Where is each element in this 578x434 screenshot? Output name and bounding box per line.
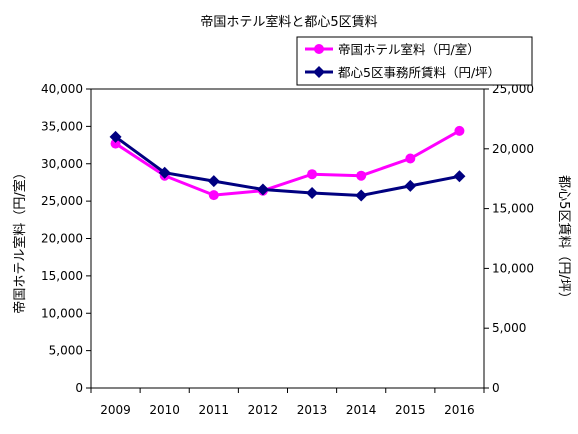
left-tick-label: 25,000 bbox=[41, 194, 83, 208]
right-tick-label: 5,000 bbox=[492, 321, 526, 335]
legend-marker bbox=[313, 66, 325, 78]
legend-box bbox=[296, 36, 533, 86]
left-tick-label: 20,000 bbox=[41, 232, 83, 246]
x-tick-label: 2015 bbox=[395, 403, 426, 417]
left-tick-label: 10,000 bbox=[41, 306, 83, 320]
x-tick-label: 2009 bbox=[100, 403, 131, 417]
right-tick-label: 15,000 bbox=[492, 202, 534, 216]
data-point bbox=[207, 175, 220, 188]
right-tick-label: 0 bbox=[492, 381, 500, 395]
x-tick-label: 2011 bbox=[199, 403, 230, 417]
legend-item-2: 都心5区事務所賃料（円/坪） bbox=[305, 65, 500, 80]
left-tick-label: 5,000 bbox=[49, 344, 83, 358]
data-point bbox=[307, 169, 318, 180]
chart-title: 帝国ホテル室料と都心5区賃料 bbox=[200, 14, 377, 30]
left-tick-label: 40,000 bbox=[41, 82, 83, 96]
data-point bbox=[306, 187, 319, 200]
x-tick-label: 2016 bbox=[444, 403, 475, 417]
data-point bbox=[109, 130, 122, 143]
left-axis-ticks: 0 5,000 10,000 15,000 20,000 25,000 30,000 35,0… bbox=[41, 82, 91, 395]
x-axis-ticks: 2009 2010 2011 2012 2013 2014 2015 2016 bbox=[90, 388, 485, 417]
legend-marker bbox=[314, 44, 324, 54]
data-point bbox=[405, 153, 416, 164]
series-line bbox=[114, 129, 461, 197]
left-tick-label: 0 bbox=[75, 381, 83, 395]
plot-area bbox=[90, 88, 485, 389]
x-tick-label: 2010 bbox=[149, 403, 180, 417]
data-point bbox=[208, 190, 219, 201]
data-point bbox=[256, 183, 269, 196]
legend-item-1: 帝国ホテル室料（円/室） bbox=[305, 42, 480, 57]
series-layer bbox=[109, 125, 466, 202]
left-axis-title: 帝国ホテル室料（円/室） bbox=[12, 166, 28, 313]
data-point bbox=[454, 125, 465, 136]
series-2 bbox=[109, 130, 466, 202]
x-tick-label: 2013 bbox=[297, 403, 328, 417]
data-point bbox=[356, 170, 367, 181]
data-point bbox=[158, 166, 171, 179]
right-axis-title: 都心5区賃料（円/坪） bbox=[556, 175, 571, 305]
x-tick-label: 2014 bbox=[346, 403, 377, 417]
data-point bbox=[110, 138, 121, 149]
legend-label: 都心5区事務所賃料（円/坪） bbox=[338, 65, 500, 80]
left-tick-label: 35,000 bbox=[41, 119, 83, 133]
right-tick-label: 20,000 bbox=[492, 142, 534, 156]
legend-label: 帝国ホテル室料（円/室） bbox=[338, 42, 480, 57]
left-tick-label: 15,000 bbox=[41, 269, 83, 283]
data-point bbox=[453, 170, 466, 183]
series-line bbox=[114, 135, 460, 197]
x-tick-label: 2012 bbox=[248, 403, 279, 417]
data-point bbox=[355, 189, 368, 202]
legend: 帝国ホテル室料（円/室） 都心5区事務所賃料（円/坪） bbox=[296, 36, 533, 86]
right-tick-label: 10,000 bbox=[492, 261, 534, 275]
left-tick-label: 30,000 bbox=[41, 157, 83, 171]
data-point bbox=[404, 179, 417, 192]
